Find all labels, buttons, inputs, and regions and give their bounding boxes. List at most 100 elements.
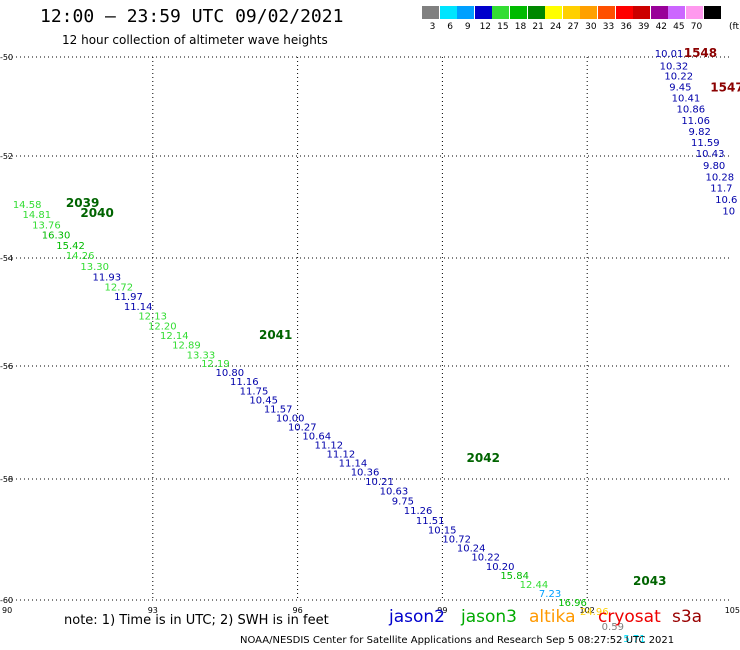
color-scale-label: 39 xyxy=(637,22,650,32)
color-scale-label: 24 xyxy=(549,22,562,32)
swh-value-label: 11.93 xyxy=(92,273,121,284)
swh-value-label: 10.43 xyxy=(696,149,725,160)
swh-value-label: 11.14 xyxy=(124,302,153,313)
lat-tick-label: -56 xyxy=(0,362,13,371)
pass-time-label: 2041 xyxy=(259,328,292,342)
swh-value-label: 11.97 xyxy=(114,292,143,303)
lat-tick-label: -54 xyxy=(0,254,13,263)
lon-tick-label: 99 xyxy=(437,606,447,615)
color-scale-label: 9 xyxy=(464,22,471,32)
lon-tick-label: 90 xyxy=(2,606,12,615)
swh-value-label: 13.76 xyxy=(32,220,61,231)
swh-value-label: 10.01 xyxy=(655,49,684,60)
swh-value-label: 10.86 xyxy=(676,104,705,115)
satellite-legend-jason2: jason2 xyxy=(389,607,445,627)
swh-value-label: 13.33 xyxy=(187,350,216,361)
color-scale-label: 30 xyxy=(585,22,597,32)
swh-value-label: 10.64 xyxy=(302,431,331,442)
color-scale-swatch xyxy=(615,6,633,19)
swh-value-label: 9.75 xyxy=(392,496,414,507)
satellite-legend-cryosat: cryosat xyxy=(598,607,661,627)
swh-value-label: 5.71 xyxy=(623,634,645,645)
swh-value-label: 10.36 xyxy=(351,468,380,479)
swh-value-label: 15.42 xyxy=(56,241,85,252)
color-scale-swatch xyxy=(510,6,527,19)
swh-value-label: 10.22 xyxy=(664,71,693,82)
swh-value-label: 10.21 xyxy=(365,477,394,488)
lat-tick-label: -52 xyxy=(0,152,13,161)
swh-value-label: 16.30 xyxy=(42,231,71,242)
pass-time-label: 2040 xyxy=(80,206,113,220)
satellite-legend-s3a: s3a xyxy=(672,607,703,627)
pass-time-label: 1548 xyxy=(684,46,717,60)
color-scale-swatch xyxy=(439,6,457,19)
color-scale-swatch xyxy=(598,6,615,19)
color-scale-label: 42 xyxy=(655,22,668,32)
swh-value-label: 10.72 xyxy=(442,535,471,546)
swh-value-label: 11.06 xyxy=(681,116,710,127)
swh-value-label: 11.59 xyxy=(691,138,720,149)
lon-tick-label: 96 xyxy=(293,606,303,615)
color-scale-swatch xyxy=(668,6,686,19)
page-title: 12:00 – 23:59 UTC 09/02/2021 xyxy=(40,6,344,27)
lat-tick-label: -50 xyxy=(0,53,13,62)
color-scale-swatch xyxy=(686,6,703,19)
swh-value-label: 10.20 xyxy=(486,562,515,573)
swh-value-label: 12.13 xyxy=(138,312,167,323)
color-scale-label: 6 xyxy=(447,22,453,32)
swh-value-label: 10.45 xyxy=(249,395,278,406)
swh-value-label: 12.72 xyxy=(105,282,134,293)
swh-value-label: 7.23 xyxy=(539,589,561,600)
lat-tick-label: -60 xyxy=(0,596,13,605)
credit-line: NOAA/NESDIS Center for Satellite Applica… xyxy=(240,635,675,646)
swh-value-label: 14.58 xyxy=(13,200,42,211)
swh-value-label: 24.96 xyxy=(580,607,609,618)
color-scale-swatch xyxy=(703,6,721,19)
color-scale-swatch xyxy=(474,6,492,19)
swh-value-label: 11.14 xyxy=(339,459,368,470)
swh-value-label: 16.96 xyxy=(558,598,587,609)
lon-tick-label: 105 xyxy=(725,606,740,615)
swh-value-label: 12.44 xyxy=(520,580,549,591)
swh-value-label: 11.57 xyxy=(264,404,293,415)
pass-time-label: 1547 xyxy=(710,81,740,95)
swh-value-label: 10.80 xyxy=(216,368,245,379)
color-scale-label: 3 xyxy=(429,22,436,32)
pass-time-label: 2042 xyxy=(467,451,500,465)
color-scale-unit: (ft) xyxy=(729,22,740,32)
color-scale-swatch xyxy=(492,6,510,19)
color-scale-label: 27 xyxy=(567,22,580,32)
swh-value-label: 14.26 xyxy=(66,251,95,262)
color-scale-label: 33 xyxy=(602,22,615,32)
color-scale-swatch xyxy=(633,6,651,19)
color-scale-swatch xyxy=(457,6,475,19)
swh-value-label: 11.12 xyxy=(314,440,343,451)
color-scale-swatch xyxy=(580,6,598,19)
swh-value-label: 11.12 xyxy=(327,450,356,461)
swh-value-label: 15.84 xyxy=(500,571,529,582)
color-scale-label: 36 xyxy=(620,22,632,32)
color-scale-label: 15 xyxy=(497,22,509,32)
swh-value-label: 10.22 xyxy=(471,553,500,564)
color-scale-label: 70 xyxy=(690,22,703,32)
color-scale-swatch xyxy=(527,6,545,19)
color-scale-swatch xyxy=(545,6,563,19)
footer-note: note: 1) Time is in UTC; 2) SWH is in fe… xyxy=(64,613,329,628)
swh-value-label: 9.82 xyxy=(689,127,711,138)
swh-value-label: 10.32 xyxy=(660,61,689,72)
swh-value-label: 10.28 xyxy=(705,172,734,183)
color-scale-swatch xyxy=(422,6,439,19)
swh-value-label: 10.00 xyxy=(276,413,305,424)
swh-value-label: 9.80 xyxy=(703,161,725,172)
lat-tick-label: -58 xyxy=(0,475,13,484)
swh-value-label: 12.20 xyxy=(148,321,177,332)
swh-value-label: 12.89 xyxy=(172,341,201,352)
swh-value-label: 12.14 xyxy=(160,331,189,342)
page-subtitle: 12 hour collection of altimeter wave hei… xyxy=(62,33,328,47)
swh-value-label: 12.19 xyxy=(201,359,230,370)
swh-value-label: 14.81 xyxy=(22,210,51,221)
swh-value-label: 10.41 xyxy=(672,94,701,105)
color-scale-swatch xyxy=(650,6,668,19)
swh-value-label: 10.63 xyxy=(380,487,409,498)
